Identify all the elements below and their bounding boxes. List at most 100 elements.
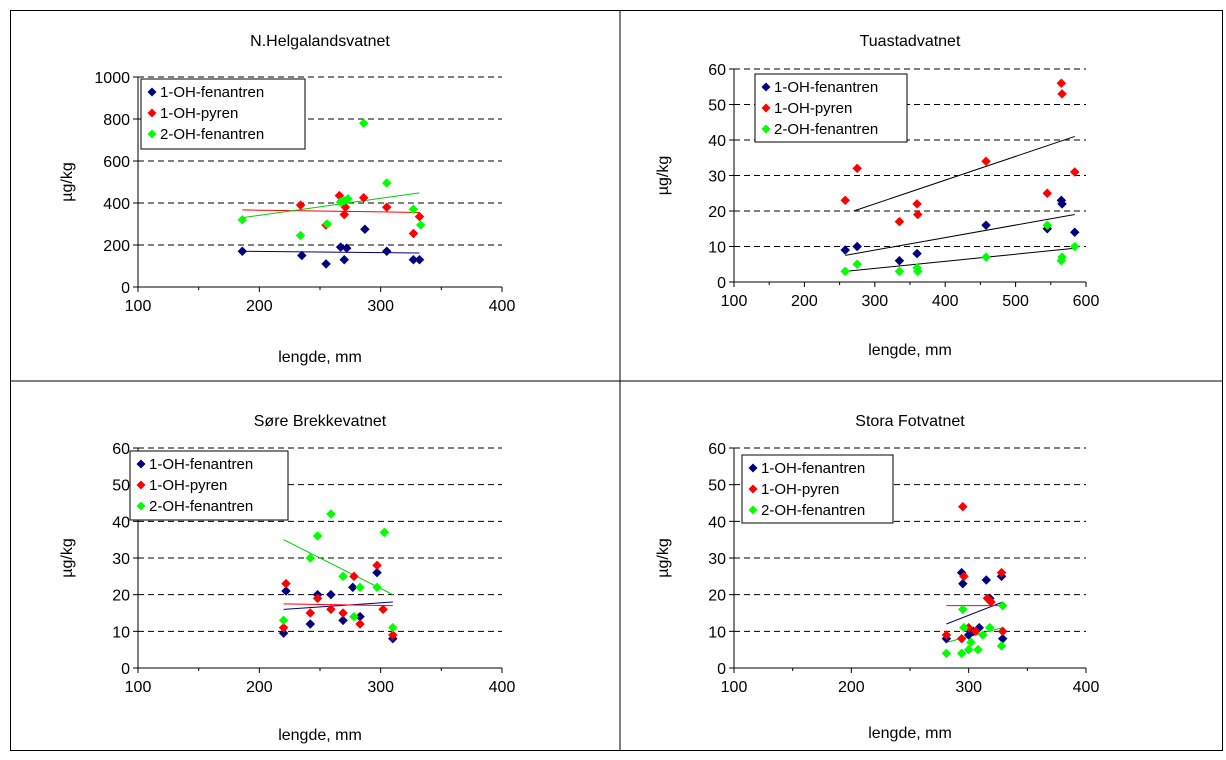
chart-panel-4: Stora Fotvatnet 0 10 20 30 40 50 60 100 200 300 400… — [655, 413, 1099, 742]
data-point — [305, 553, 316, 563]
data-point — [338, 608, 348, 618]
data-point — [996, 567, 1007, 578]
data-point — [966, 637, 976, 648]
x-axis-label: lengde, mm — [868, 342, 952, 359]
data-point — [415, 220, 426, 230]
y-axis-label: µg/kg — [59, 538, 76, 577]
y-tick-label: 60 — [112, 441, 130, 458]
data-point — [997, 600, 1008, 611]
data-point — [984, 622, 995, 633]
legend-label: 1-OH-fenantren — [774, 79, 878, 96]
legend: 1-OH-fenantren 1-OH-pyren 2-OH-fenantren — [129, 450, 289, 521]
data-point — [1057, 252, 1067, 263]
trend-line — [242, 192, 420, 219]
legend-marker — [761, 124, 771, 134]
data-point — [408, 228, 419, 239]
legend-box — [754, 73, 908, 143]
y-tick-label: 0 — [121, 280, 130, 297]
legend-label: 2-OH-fenantren — [149, 498, 253, 515]
data-point — [1042, 188, 1053, 199]
trend-line — [283, 603, 393, 607]
data-point — [408, 204, 419, 215]
data-point — [894, 255, 905, 266]
data-point — [321, 259, 331, 269]
data-point — [1069, 241, 1080, 252]
data-point — [338, 571, 348, 582]
data-point — [959, 571, 969, 582]
trend-line — [845, 214, 1075, 256]
data-point — [355, 619, 365, 629]
chart-panel-1: N.Helgalandsvatnet 0 200 400 600 800 1000 100 20… — [59, 33, 515, 366]
y-tick-label: 40 — [112, 514, 130, 531]
data-point — [278, 622, 289, 633]
legend-label: 1-OH-pyren — [149, 477, 227, 494]
x-axis-label: lengde, mm — [868, 725, 952, 742]
y-tick-label: 50 — [708, 98, 726, 115]
legend-marker — [748, 484, 758, 494]
x-tick-label: 500 — [1002, 293, 1029, 310]
data-point — [296, 250, 307, 261]
y-tick-label: 30 — [708, 551, 726, 568]
data-point — [956, 648, 967, 659]
legend-label: 1-OH-fenantren — [160, 84, 264, 101]
data-point — [349, 571, 359, 582]
y-tick-label: 60 — [708, 62, 726, 79]
data-point — [973, 644, 983, 655]
data-point — [339, 209, 350, 220]
data-point — [963, 644, 974, 655]
chart-title: Tuastadvatnet — [860, 33, 961, 50]
data-point — [387, 630, 398, 640]
data-point — [338, 615, 348, 626]
y-tick-label: 50 — [112, 478, 130, 495]
legend: 1-OH-fenantren 1-OH-pyren 2-OH-fenantren — [741, 454, 894, 524]
data-point — [379, 527, 390, 538]
x-tick-label: 100 — [125, 679, 152, 696]
trend-line — [845, 247, 1075, 272]
data-point — [957, 578, 968, 589]
data-point — [1056, 78, 1067, 89]
x-axis-label: lengde, mm — [278, 349, 362, 366]
data-point — [295, 230, 306, 241]
legend-label: 1-OH-fenantren — [149, 456, 253, 473]
data-point — [340, 202, 351, 213]
trend-line — [283, 601, 393, 610]
data-point — [912, 248, 922, 259]
data-point — [1069, 227, 1080, 238]
data-point — [326, 589, 336, 600]
legend-marker — [761, 103, 771, 113]
data-point — [237, 214, 248, 225]
data-point — [312, 531, 323, 541]
data-point — [278, 628, 289, 639]
y-tick-label: 50 — [708, 478, 726, 495]
x-tick-label: 100 — [125, 298, 152, 315]
y-tick-label: 200 — [103, 238, 130, 255]
data-point — [322, 219, 333, 229]
data-point — [372, 582, 382, 593]
data-point — [981, 220, 991, 231]
y-tick-label: 30 — [112, 551, 130, 568]
data-point — [840, 266, 851, 277]
data-point — [381, 246, 392, 257]
x-tick-label: 300 — [861, 293, 888, 310]
data-point — [414, 254, 425, 265]
x-tick-label: 300 — [367, 679, 394, 696]
legend-marker — [136, 480, 146, 490]
y-tick-label: 10 — [708, 240, 726, 257]
data-point — [281, 578, 291, 589]
data-point — [372, 560, 382, 571]
y-tick-label: 20 — [112, 588, 130, 605]
legend-label: 1-OH-pyren — [774, 100, 852, 117]
data-point — [305, 619, 316, 629]
chart-title: Søre Brekkevatnet — [254, 413, 387, 430]
legend-marker — [761, 82, 771, 92]
y-tick-label: 10 — [708, 624, 726, 641]
y-tick-label: 20 — [708, 204, 726, 221]
data-point — [305, 608, 316, 618]
y-tick-label: 20 — [708, 588, 726, 605]
data-point — [977, 630, 988, 640]
data-point — [381, 178, 392, 188]
data-point — [355, 582, 365, 593]
x-axis-label: lengde, mm — [278, 727, 362, 744]
legend-label: 2-OH-fenantren — [774, 121, 878, 138]
data-point — [1057, 88, 1067, 99]
